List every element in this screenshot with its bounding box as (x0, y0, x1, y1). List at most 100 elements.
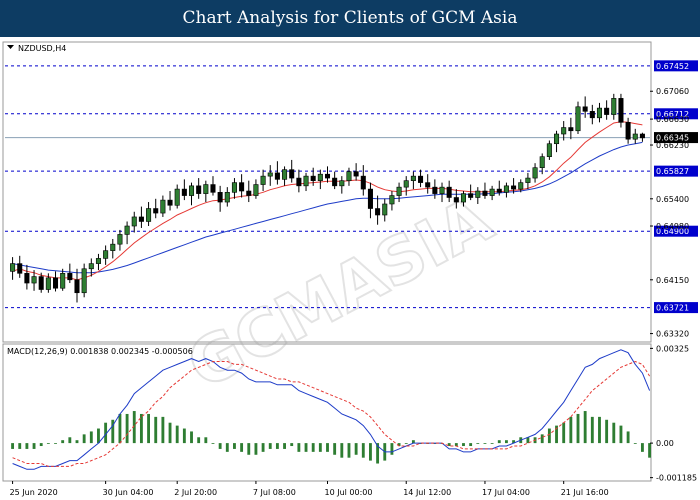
level-price-label: 0.65827 (656, 167, 689, 176)
macd-histogram-bar (633, 443, 637, 444)
macd-histogram-bar (497, 440, 501, 444)
candle-body (81, 268, 87, 294)
macd-histogram-bar (225, 443, 229, 452)
candlestick (317, 169, 323, 190)
macd-histogram-bar (125, 413, 129, 444)
level-price-label: 0.64900 (656, 227, 689, 236)
candlestick (10, 257, 16, 280)
macd-histogram-bar (447, 443, 451, 447)
candle-body (460, 193, 467, 203)
candle-body (546, 143, 552, 157)
candle-body (375, 208, 381, 216)
candle-body (625, 122, 631, 140)
candle-body (274, 172, 280, 180)
macd-histogram-bar (25, 443, 29, 449)
candlestick (60, 268, 66, 291)
candlestick (568, 117, 574, 140)
candlestick (639, 132, 645, 142)
candlestick (367, 182, 373, 219)
macd-histogram-bar (490, 443, 494, 444)
candlestick (282, 166, 288, 186)
candle-body (489, 188, 495, 196)
time-axis-tick-label: 21 Jul 16:00 (561, 488, 609, 497)
candlestick (360, 165, 366, 196)
candlestick (546, 140, 552, 160)
candlestick (260, 169, 266, 192)
candle-body (289, 169, 295, 179)
macd-histogram-bar (261, 443, 265, 452)
candlestick (575, 101, 581, 135)
macd-histogram-bar (318, 443, 322, 452)
candle-body (475, 190, 481, 198)
macd-histogram-bar (304, 443, 308, 452)
candlestick (511, 178, 517, 194)
macd-histogram-bar (590, 416, 594, 444)
candle-body (103, 250, 109, 259)
macd-histogram-bar (555, 425, 558, 444)
candlestick (203, 180, 209, 203)
macd-histogram-bar (283, 443, 286, 449)
time-axis-tick-label: 2 Jul 20:00 (174, 488, 217, 497)
candlestick (88, 258, 94, 277)
candle-body (439, 186, 445, 194)
candlestick (38, 272, 44, 293)
candlestick (375, 195, 381, 225)
candlestick (561, 121, 567, 141)
candle-body (210, 184, 216, 193)
candlestick (239, 174, 245, 198)
macd-histogram-bar (154, 416, 158, 444)
macd-histogram-bar (75, 440, 79, 444)
price-axis-tick-label: 0.64150 (656, 276, 689, 285)
candlestick (310, 167, 316, 186)
candlestick (632, 128, 638, 144)
candle-body (503, 185, 509, 193)
candlestick (460, 191, 467, 207)
candle-body (153, 208, 159, 214)
candlestick (618, 93, 624, 128)
time-axis-tick-label: 14 Jul 12:00 (403, 488, 451, 497)
macd-histogram-bar (68, 437, 72, 444)
slow-moving-average-line (12, 141, 643, 274)
macd-histogram-bar (576, 413, 580, 444)
macd-histogram-bar (240, 443, 244, 452)
macd-histogram-bar (333, 443, 337, 455)
macd-histogram-bar (376, 443, 380, 464)
candlestick (518, 179, 524, 193)
macd-histogram-bar (562, 422, 566, 444)
macd-histogram-bar (18, 443, 22, 449)
candlestick (267, 165, 273, 186)
candlestick (95, 253, 101, 271)
macd-axis-tick-label: 0.00325 (656, 344, 689, 353)
candlestick (410, 171, 416, 190)
price-axis-tick-label: 0.65400 (656, 195, 689, 204)
macd-histogram-bar (247, 443, 251, 455)
macd-histogram-bar (11, 443, 15, 449)
candlestick (475, 187, 481, 204)
macd-histogram-bar (290, 443, 294, 447)
price-panel-frame (2, 41, 652, 343)
candlestick (167, 191, 173, 211)
macd-axis-tick-label: 0.00 (656, 439, 674, 448)
macd-histogram-bar (147, 413, 150, 444)
candlestick (74, 268, 80, 303)
macd-histogram-bar (454, 443, 458, 447)
candlestick (503, 182, 509, 198)
candlestick (153, 198, 159, 219)
candle-body (396, 186, 402, 196)
level-price-tag (654, 225, 698, 237)
candlestick (53, 271, 59, 292)
macd-histogram-bar (469, 443, 473, 447)
candle-body (589, 111, 595, 119)
candle-body (382, 203, 388, 216)
candle-body (632, 133, 638, 140)
candlestick (611, 93, 617, 120)
candle-body (296, 177, 302, 187)
macd-histogram-bar (547, 428, 551, 444)
candle-body (188, 185, 195, 196)
candlestick (496, 180, 502, 196)
level-price-label: 0.67452 (656, 62, 689, 71)
macd-histogram-bar (182, 428, 186, 444)
candle-body (67, 273, 73, 281)
candlestick (453, 189, 459, 209)
candle-body (360, 175, 366, 190)
